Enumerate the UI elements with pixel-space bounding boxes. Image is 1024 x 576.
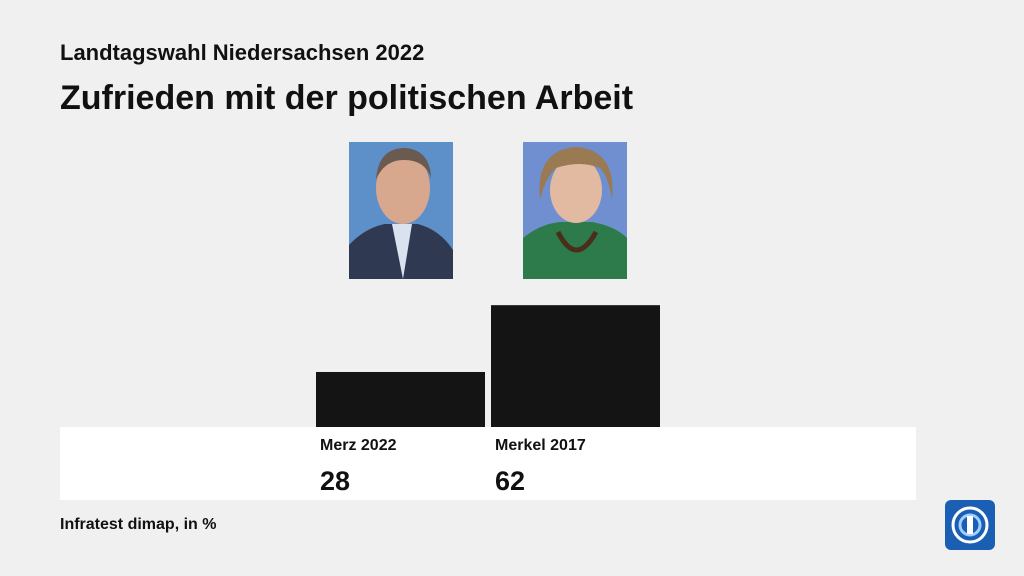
portrait bbox=[349, 142, 453, 279]
value-label: 62 bbox=[495, 466, 525, 496]
value-label: 28 bbox=[320, 466, 350, 496]
bar bbox=[491, 305, 660, 427]
category-label: Merkel 2017 bbox=[495, 437, 586, 454]
portrait bbox=[523, 142, 627, 279]
chart-subtitle: Landtagswahl Niedersachsen 2022 bbox=[60, 40, 424, 65]
logo bbox=[945, 500, 995, 550]
bar bbox=[316, 371, 485, 427]
source: Infratest dimap, in % bbox=[60, 516, 216, 533]
category-label: Merz 2022 bbox=[320, 437, 397, 454]
label-panel bbox=[60, 427, 916, 500]
chart-title: Zufrieden mit der politischen Arbeit bbox=[60, 79, 633, 117]
